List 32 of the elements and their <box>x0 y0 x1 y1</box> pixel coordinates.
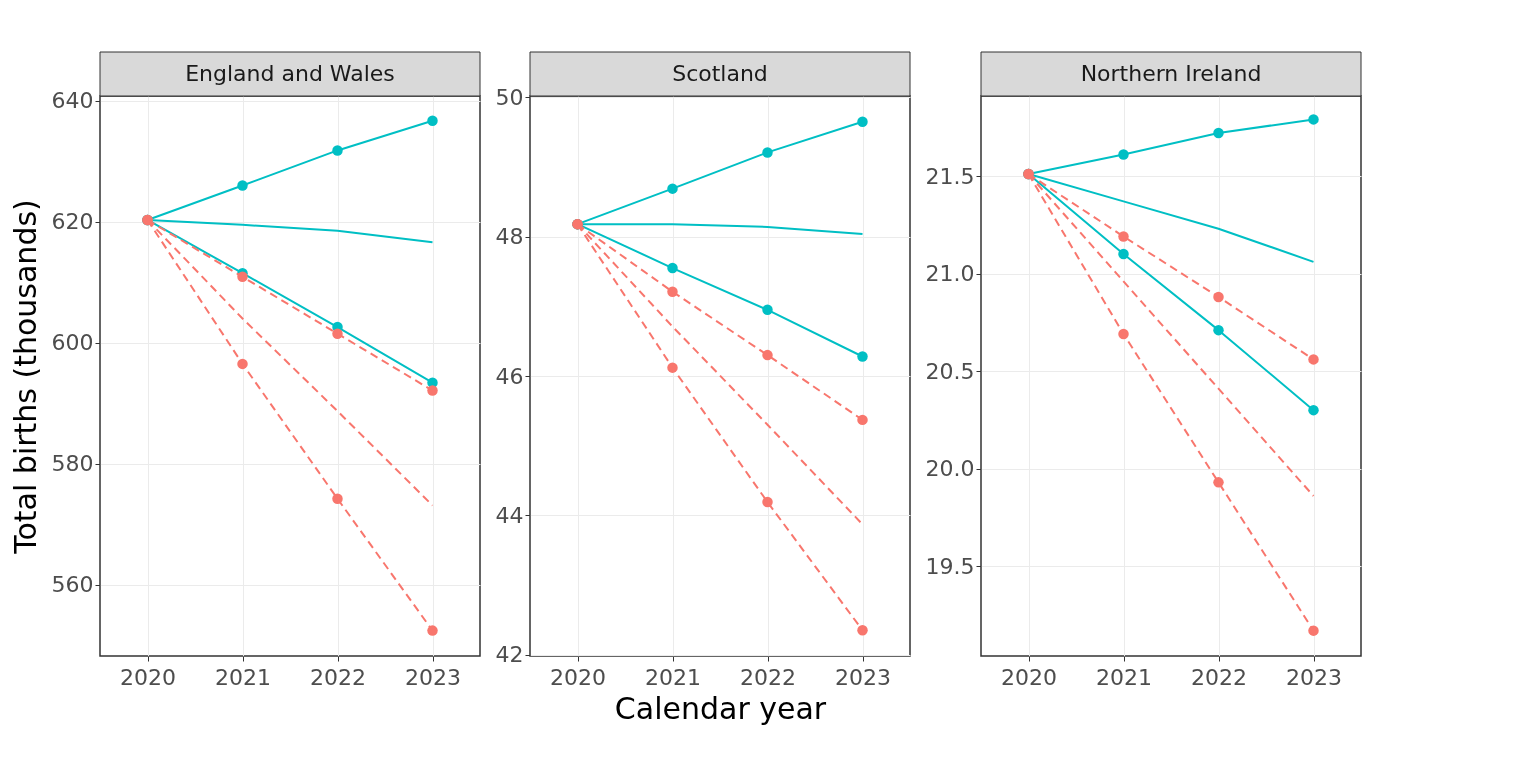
y-tick-label: 21.5 <box>925 163 975 189</box>
chart-title: Scotland <box>672 61 768 86</box>
x-tick-label: 2020 <box>550 664 606 690</box>
y-tick-label: 620 <box>51 209 94 235</box>
y-tick-label: 560 <box>51 572 94 598</box>
y-tick-label: 20.5 <box>925 358 975 384</box>
y-tick-label: 48 <box>495 224 524 250</box>
x-axis-title: Calendar year <box>614 690 827 726</box>
x-tick-label: 2021 <box>215 664 271 690</box>
y-tick-label: 21.0 <box>925 261 975 287</box>
x-tick-label: 2020 <box>1001 664 1057 690</box>
x-tick-label: 2023 <box>1286 664 1342 690</box>
y-tick-label: 20.0 <box>925 456 975 482</box>
x-tick-label: 2023 <box>405 664 461 690</box>
y-tick-label: 640 <box>51 88 94 114</box>
y-tick-label: 42 <box>495 642 524 668</box>
chart-title: Northern Ireland <box>1080 61 1262 86</box>
y-tick-label: 580 <box>51 451 94 477</box>
x-tick-label: 2021 <box>1096 664 1152 690</box>
y-tick-label: 46 <box>495 363 524 389</box>
y-tick-label: 50 <box>495 84 524 110</box>
x-tick-label: 2023 <box>835 664 891 690</box>
y-tick-label: 19.5 <box>925 553 975 579</box>
x-tick-label: 2022 <box>1191 664 1247 690</box>
x-tick-label: 2021 <box>645 664 701 690</box>
y-tick-label: 600 <box>51 330 94 356</box>
chart-title: England and Wales <box>185 61 395 86</box>
x-tick-label: 2020 <box>120 664 176 690</box>
y-tick-label: 44 <box>495 502 524 528</box>
x-tick-label: 2022 <box>310 664 366 690</box>
y-axis-title: Total births (thousands) <box>7 199 43 555</box>
x-tick-label: 2022 <box>740 664 796 690</box>
